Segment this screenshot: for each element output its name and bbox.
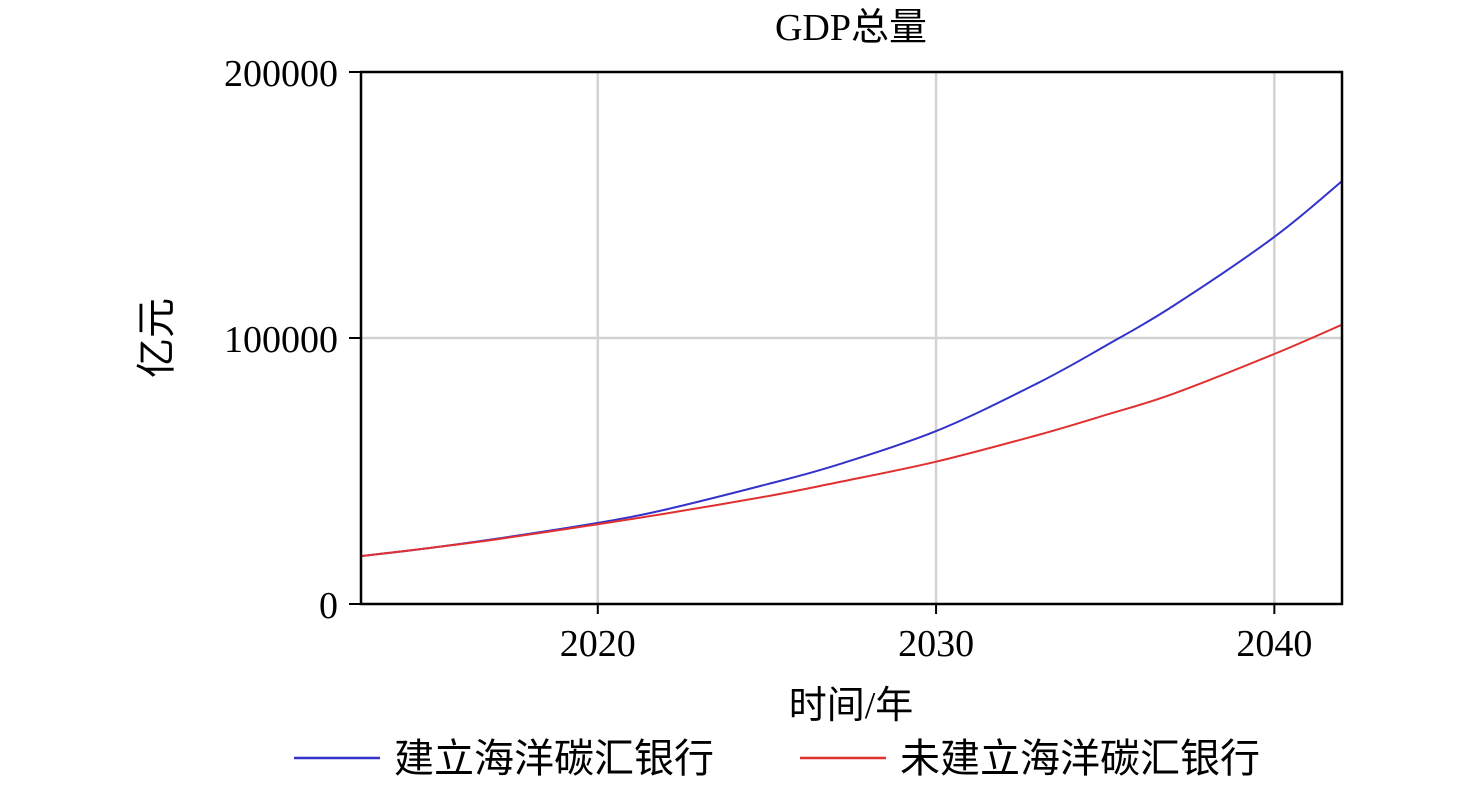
y-tick-label: 0: [319, 585, 338, 627]
y-axis-label: 亿元: [134, 298, 179, 378]
y-tick-label: 200000: [224, 53, 338, 95]
series-line-1: [360, 180, 1343, 558]
x-tick-label: 2030: [898, 623, 974, 665]
tick-labels: 2020 2030 2040 0 100000 200000: [224, 53, 1312, 665]
y-tick-label: 100000: [224, 319, 338, 361]
legend-label-1: 建立海洋碳汇银行: [394, 736, 714, 781]
series-lines: [360, 180, 1343, 558]
legend: 建立海洋碳汇银行 未建立海洋碳汇银行: [294, 736, 1260, 781]
x-tick-label: 2040: [1236, 623, 1312, 665]
chart-title: GDP总量: [775, 7, 927, 49]
series-line-2: [360, 323, 1343, 558]
grid-lines: [361, 72, 1342, 604]
legend-label-2: 未建立海洋碳汇银行: [900, 736, 1260, 781]
x-tick-label: 2020: [560, 623, 636, 665]
x-axis-label: 时间/年: [789, 685, 914, 727]
